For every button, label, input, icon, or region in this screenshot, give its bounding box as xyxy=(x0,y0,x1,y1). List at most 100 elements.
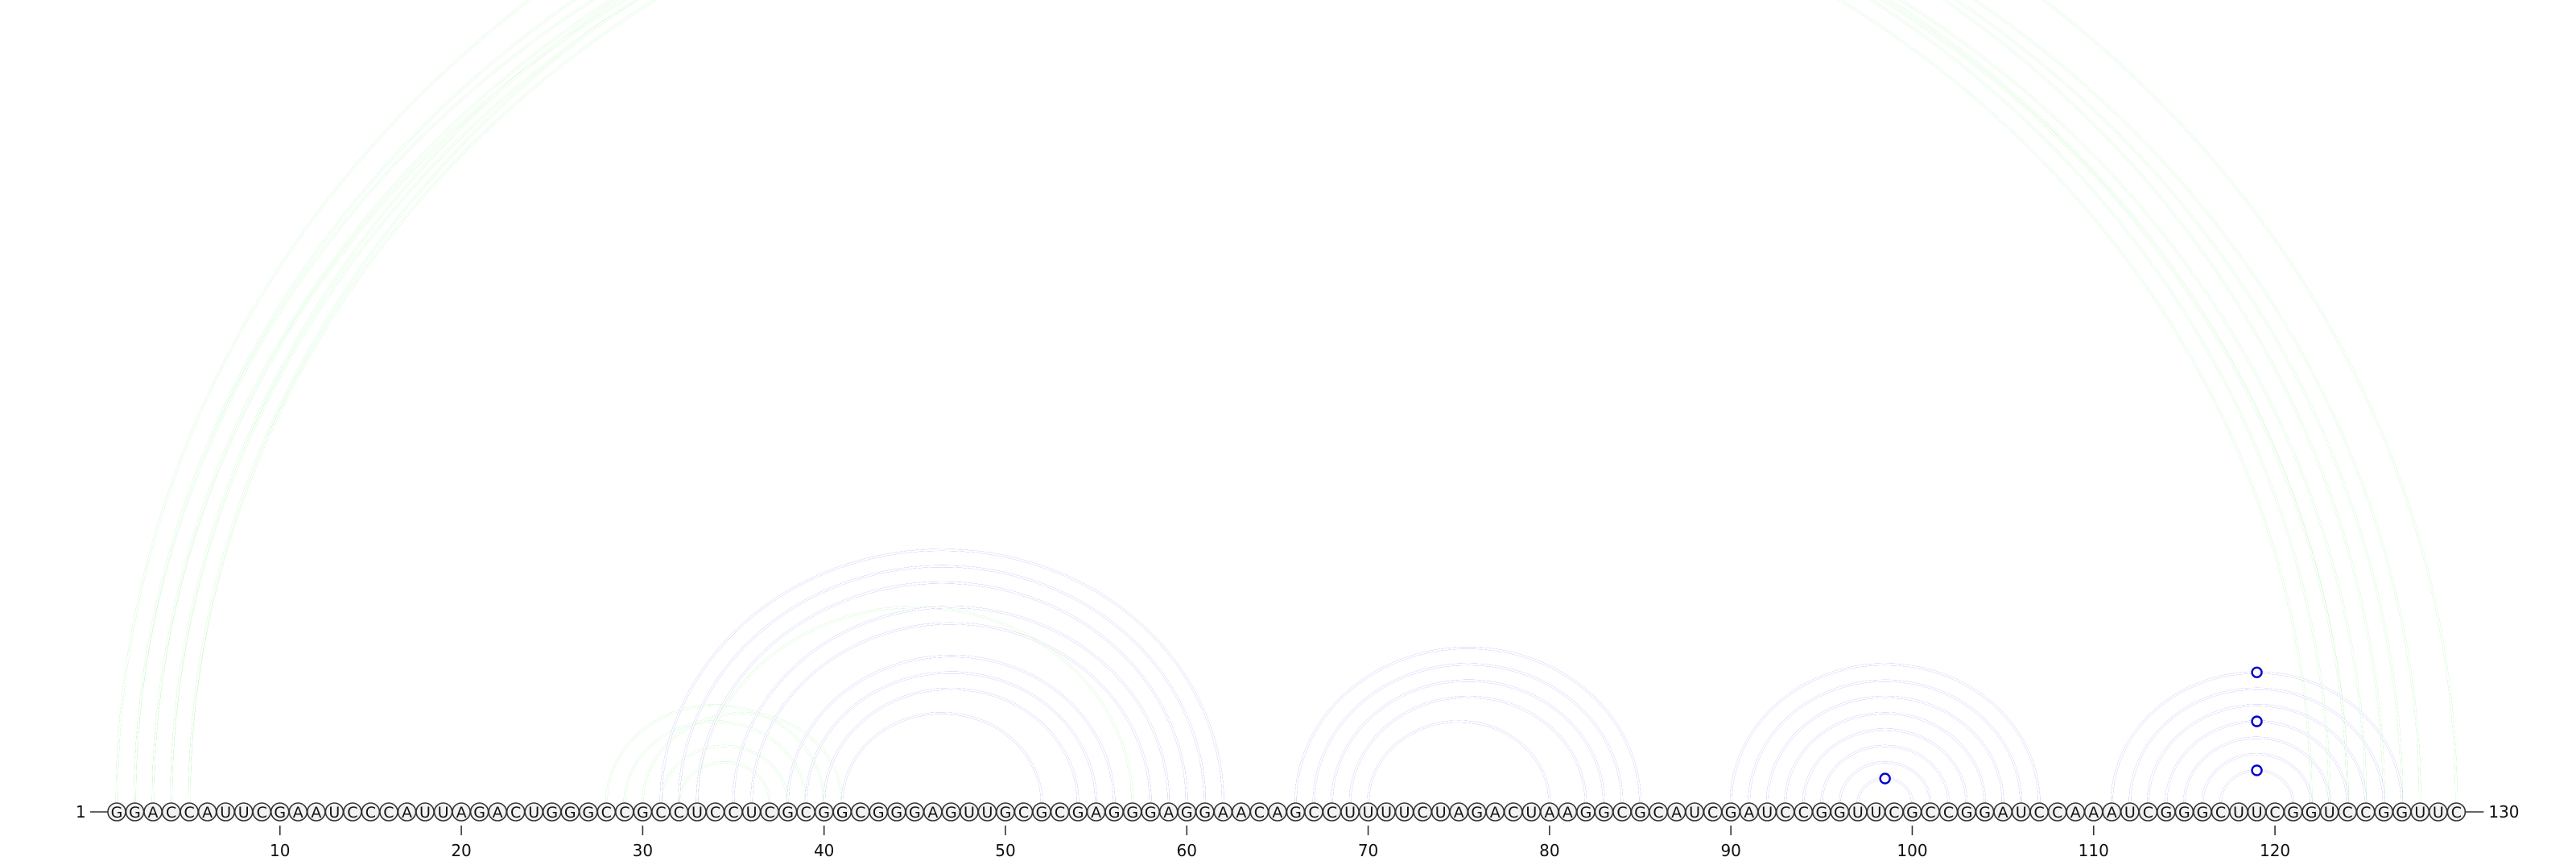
nucleotide-34: C xyxy=(705,802,725,822)
nucleotide-letter: C xyxy=(1254,804,1265,822)
nucleotide-letter: A xyxy=(927,804,938,822)
nucleotide-122: G xyxy=(2301,802,2321,822)
nucleotide-letter: G xyxy=(1815,804,1827,822)
nucleotide-10: G xyxy=(270,802,290,822)
nucleotide-letter: G xyxy=(1598,804,1610,822)
pair-arc-gap-32-37 xyxy=(678,761,771,804)
nucleotide-letter: A xyxy=(1563,804,1573,822)
nucleotide-67: C xyxy=(1304,802,1323,822)
nucleotide-101: C xyxy=(1921,802,1940,822)
pair-arc-gap-33-60 xyxy=(696,582,1188,804)
nucleotide-116: G xyxy=(2193,802,2212,822)
nucleotide-11: A xyxy=(288,802,308,822)
nucleotide-100: G xyxy=(1902,802,1922,822)
pair-arc-gap-31-62 xyxy=(659,549,1224,804)
nucleotide-letter: G xyxy=(637,804,649,822)
nucleotide-16: C xyxy=(379,802,398,822)
nucleotide-letter: C xyxy=(365,804,376,822)
nucleotide-77: A xyxy=(1485,802,1505,822)
nucleotide-letter: G xyxy=(2396,804,2408,822)
nucleotide-letter: U xyxy=(2324,804,2335,822)
nucleotide-letter: C xyxy=(1943,804,1954,822)
nucleotide-letter: U xyxy=(438,804,449,822)
nucleotide-letter: G xyxy=(546,804,558,822)
pair-arc-gap-112-126 xyxy=(2128,687,2385,804)
nucleotide-39: C xyxy=(796,802,815,822)
arc-marker-97-100 xyxy=(1879,772,1891,785)
position-ticks: 10 20 30 40 50 60 70 80 90 100 110 120 xyxy=(270,826,2290,857)
nucleotide-57: G xyxy=(1122,802,1142,822)
nucleotide-20: A xyxy=(452,802,471,822)
nucleotide-63: A xyxy=(1232,802,1251,822)
nucleotide-103: G xyxy=(1957,802,1976,822)
nucleotide-letter: G xyxy=(818,804,830,822)
nucleotide-letter: C xyxy=(2451,804,2462,822)
nucleotide-30: G xyxy=(633,802,653,822)
nucleotide-105: A xyxy=(1993,802,2013,822)
pair-arc-3-122 xyxy=(153,0,2311,803)
nucleotide-letter: U xyxy=(1689,804,1700,822)
nucleotide-letter: A xyxy=(493,804,503,822)
nucleotide-letter: C xyxy=(1616,804,1627,822)
nucleotide-letter: U xyxy=(2433,804,2444,822)
nucleotide-letter: C xyxy=(383,804,394,822)
pair-arc-116-122 xyxy=(2201,753,2313,804)
pair-arc-3-124 xyxy=(151,0,2349,804)
nucleotide-letter: C xyxy=(1780,804,1790,822)
tick-label-30: 30 xyxy=(633,841,653,857)
nucleotide-111: A xyxy=(2102,802,2122,822)
nucleotide-78: C xyxy=(1504,802,1523,822)
nucleotide-letter: G xyxy=(582,804,594,822)
tick-label-70: 70 xyxy=(1358,841,1378,857)
nucleotide-letter: G xyxy=(1906,804,1918,822)
nucleotide-letter: G xyxy=(945,804,957,822)
nucleotide-letter: G xyxy=(1181,804,1193,822)
nucleotide-91: A xyxy=(1739,802,1759,822)
nucleotide-letter: G xyxy=(2178,804,2190,822)
nucleotide-43: G xyxy=(869,802,889,822)
nucleotide-109: A xyxy=(2066,802,2086,822)
nucleotide-letter: U xyxy=(1525,804,1537,822)
pair-arc-gap-2-123 xyxy=(134,0,2330,804)
pair-arc-66-85 xyxy=(1294,647,1641,804)
nucleotide-letter: A xyxy=(1744,804,1754,822)
nucleotide-23: C xyxy=(506,802,526,822)
nucleotide-letter: G xyxy=(111,804,123,822)
nucleotide-96: G xyxy=(1830,802,1850,822)
nucleotide-letter: A xyxy=(1272,804,1282,822)
nucleotide-14: C xyxy=(343,802,362,822)
nucleotide-letter: U xyxy=(964,804,975,822)
pair-arc-gap-68-83 xyxy=(1331,679,1605,804)
nucleotide-letter: U xyxy=(2016,804,2027,822)
nucleotide-130: C xyxy=(2446,802,2467,822)
nucleotide-72: U xyxy=(1394,802,1414,822)
nucleotide-76: G xyxy=(1467,802,1487,822)
nucleotide-letter: G xyxy=(1290,804,1302,822)
nucleotide-letter: G xyxy=(782,804,794,822)
nucleotide-95: G xyxy=(1812,802,1831,822)
nucleotide-letter: C xyxy=(1889,804,1899,822)
pair-arc-gap-4-127 xyxy=(170,0,2403,804)
nucleotide-letter: G xyxy=(1834,804,1846,822)
nucleotide-letter: G xyxy=(2197,804,2209,822)
nucleotide-84: C xyxy=(1612,802,1632,822)
nucleotide-letter: C xyxy=(855,804,865,822)
nucleotide-87: A xyxy=(1666,802,1686,822)
pair-arc-gap-3-122 xyxy=(153,0,2311,803)
pair-arc-gap-41-52 xyxy=(841,712,1043,804)
nucleotide-75: A xyxy=(1449,802,1469,822)
nucleotide-letter: C xyxy=(257,804,267,822)
nucleotide-70: U xyxy=(1358,802,1378,822)
pair-arc-gap-31-38 xyxy=(659,744,789,804)
pair-arc-gap-30-41 xyxy=(642,712,844,804)
tick-label-40: 40 xyxy=(814,841,834,857)
nucleotide-letter: G xyxy=(2378,804,2390,822)
nucleotide-22: A xyxy=(488,802,507,822)
nucleotide-123: U xyxy=(2319,802,2339,822)
nucleotide-128: U xyxy=(2410,802,2430,822)
nucleotide-71: U xyxy=(1377,802,1396,822)
nucleotide-letter: A xyxy=(1454,804,1464,822)
nucleotide-38: G xyxy=(778,802,798,822)
nucleotide-letter: U xyxy=(746,804,758,822)
